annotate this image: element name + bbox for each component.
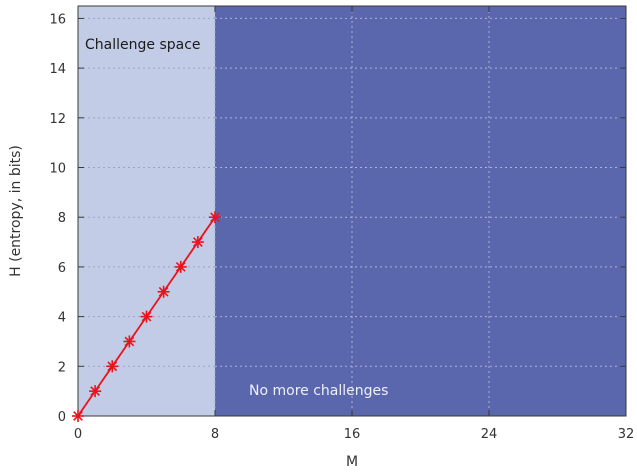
point-marker-d2 (158, 286, 169, 297)
point-marker-d2 (192, 237, 203, 247)
grid-layer (78, 6, 626, 416)
point-marker-d2 (141, 311, 152, 322)
data-point (191, 236, 204, 249)
y-tick-label: 6 (58, 261, 66, 276)
y-tick-label: 4 (58, 311, 66, 326)
data-point (89, 385, 102, 398)
x-tick-label: 24 (481, 427, 498, 442)
y-tick-label: 0 (58, 410, 66, 425)
data-point (123, 335, 136, 348)
point-marker-d2 (107, 361, 118, 372)
x-tick-label: 32 (618, 427, 635, 442)
x-axis-label: M (346, 454, 358, 470)
y-tick-label: 16 (49, 12, 66, 27)
labels-layer: M H (entropy, in bits) Challenge space No m… (8, 37, 388, 470)
regions-layer (78, 6, 626, 416)
data-point (174, 260, 187, 273)
region-0 (78, 6, 215, 416)
y-axis-label: H (entropy, in bits) (8, 145, 24, 277)
y-tick-label: 14 (49, 62, 66, 77)
data-point (157, 285, 170, 298)
region-1 (215, 6, 626, 416)
y-tick-label: 8 (58, 211, 66, 226)
data-point (72, 410, 84, 422)
region-label-challenge-space: Challenge space (85, 37, 201, 53)
y-tick-label: 2 (58, 360, 66, 375)
y-tick-label: 10 (49, 162, 66, 177)
point-marker-d2 (73, 411, 83, 421)
region-label-no-more-challenges: No more challenges (249, 383, 388, 399)
x-tick-label: 0 (74, 427, 82, 442)
x-tick-label: 16 (344, 427, 361, 442)
point-marker-d2 (175, 262, 186, 272)
series-layer (72, 211, 221, 422)
point-marker-d2 (90, 386, 101, 397)
point-marker-d2 (210, 212, 220, 223)
point-marker-d2 (124, 336, 135, 347)
y-tick-label: 12 (49, 112, 66, 127)
data-point (106, 360, 119, 373)
x-tick-label: 8 (211, 427, 219, 442)
data-point (140, 310, 153, 323)
data-point (209, 211, 221, 224)
